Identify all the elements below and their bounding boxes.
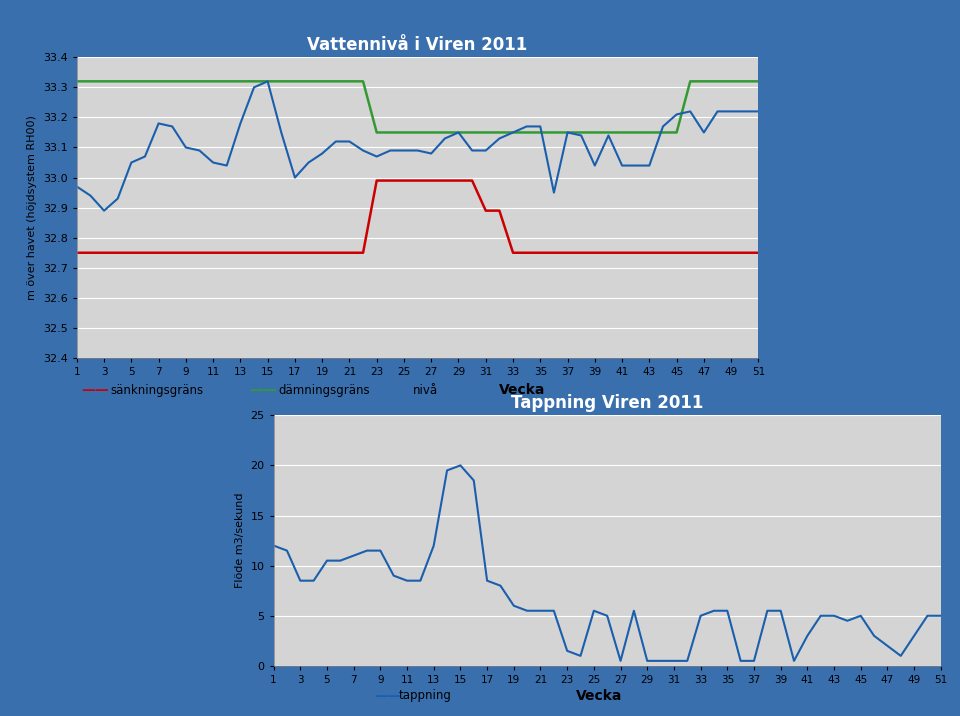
Text: Vecka: Vecka: [499, 383, 545, 397]
Text: dämningsgräns: dämningsgräns: [278, 384, 370, 397]
Text: sänkningsgräns: sänkningsgräns: [110, 384, 204, 397]
Title: Vattennivå i Viren 2011: Vattennivå i Viren 2011: [307, 37, 528, 54]
Y-axis label: Flöde m3/sekund: Flöde m3/sekund: [235, 493, 245, 589]
Text: ——: ——: [250, 383, 277, 397]
Text: ——: ——: [374, 689, 402, 703]
Text: tappning: tappning: [398, 690, 451, 702]
Y-axis label: m över havet (höjdsystem RH00): m över havet (höjdsystem RH00): [27, 115, 37, 300]
Title: Tappning Viren 2011: Tappning Viren 2011: [511, 395, 704, 412]
Text: Vecka: Vecka: [576, 689, 622, 703]
Text: ——: ——: [82, 383, 109, 397]
Text: nivå: nivå: [413, 384, 438, 397]
